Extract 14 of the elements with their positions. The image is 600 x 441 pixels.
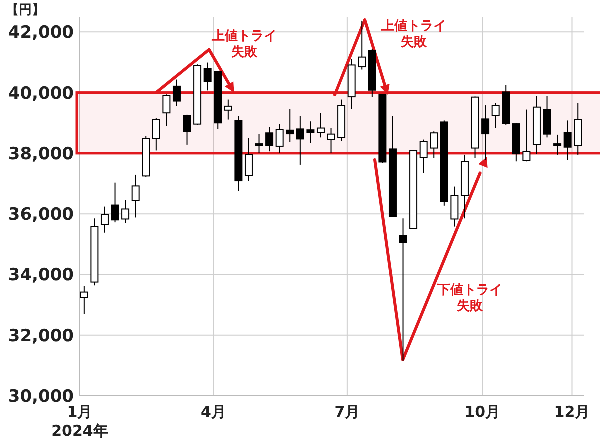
y-tick-label: 34,000 bbox=[8, 266, 74, 286]
annotation: 上値トライ失敗 bbox=[210, 28, 278, 61]
x-tick-label: 12月 bbox=[554, 403, 590, 421]
y-tick-label: 38,000 bbox=[8, 144, 74, 164]
y-tick-label: 32,000 bbox=[8, 326, 74, 346]
x-tick-label: 4月 bbox=[200, 403, 226, 421]
y-tick-label: 40,000 bbox=[8, 84, 74, 104]
y-tick-label: 36,000 bbox=[8, 205, 74, 226]
y-axis-title: 【円】 bbox=[6, 2, 45, 18]
annotation: 下値トライ失敗 bbox=[436, 283, 504, 315]
annotation: 上値トライ失敗 bbox=[380, 19, 448, 51]
y-tick-label: 42,000 bbox=[8, 23, 74, 44]
x-tick-label: 7月 bbox=[334, 403, 360, 421]
x-tick-label: 10月 bbox=[464, 403, 501, 421]
